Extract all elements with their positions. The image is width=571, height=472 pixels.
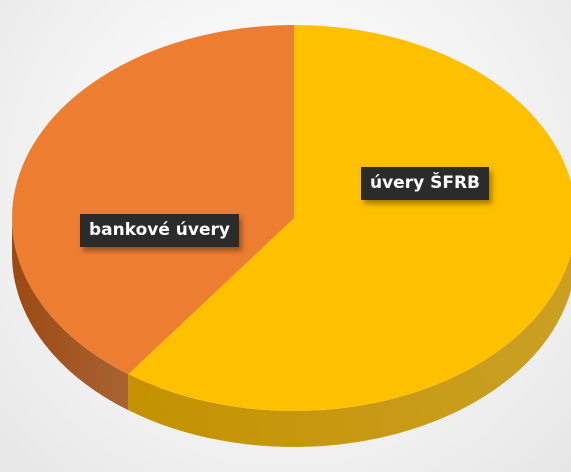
- data-label-bankove-uvery: bankové úvery: [80, 214, 239, 247]
- pie-slice-side-0: [128, 254, 571, 447]
- pie-slice-1: [11, 25, 294, 375]
- pie-slice-side-1: [12, 218, 129, 411]
- pie-slice-0: [128, 25, 571, 411]
- data-label-uvery-sfrb: úvery ŠFRB: [361, 167, 490, 200]
